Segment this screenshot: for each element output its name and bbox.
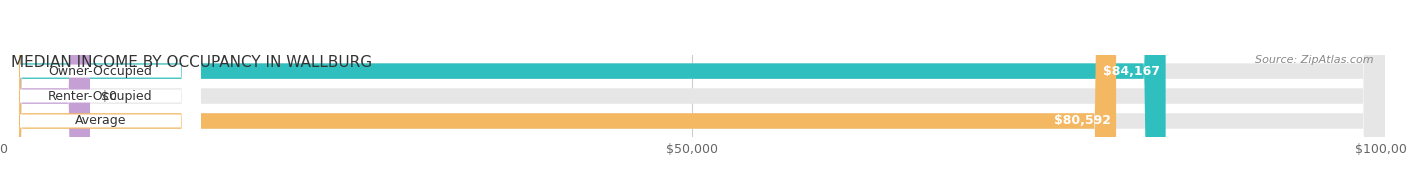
FancyBboxPatch shape (0, 0, 201, 196)
FancyBboxPatch shape (0, 0, 1166, 196)
Text: Average: Average (75, 114, 127, 127)
Text: MEDIAN INCOME BY OCCUPANCY IN WALLBURG: MEDIAN INCOME BY OCCUPANCY IN WALLBURG (11, 55, 373, 70)
Text: Owner-Occupied: Owner-Occupied (48, 65, 152, 78)
FancyBboxPatch shape (0, 0, 90, 196)
FancyBboxPatch shape (0, 0, 1116, 196)
Text: Renter-Occupied: Renter-Occupied (48, 90, 153, 103)
Text: $80,592: $80,592 (1053, 114, 1111, 127)
FancyBboxPatch shape (0, 0, 201, 196)
Text: $84,167: $84,167 (1104, 65, 1160, 78)
FancyBboxPatch shape (0, 0, 201, 196)
Text: $0: $0 (101, 90, 117, 103)
Text: Source: ZipAtlas.com: Source: ZipAtlas.com (1256, 55, 1374, 65)
